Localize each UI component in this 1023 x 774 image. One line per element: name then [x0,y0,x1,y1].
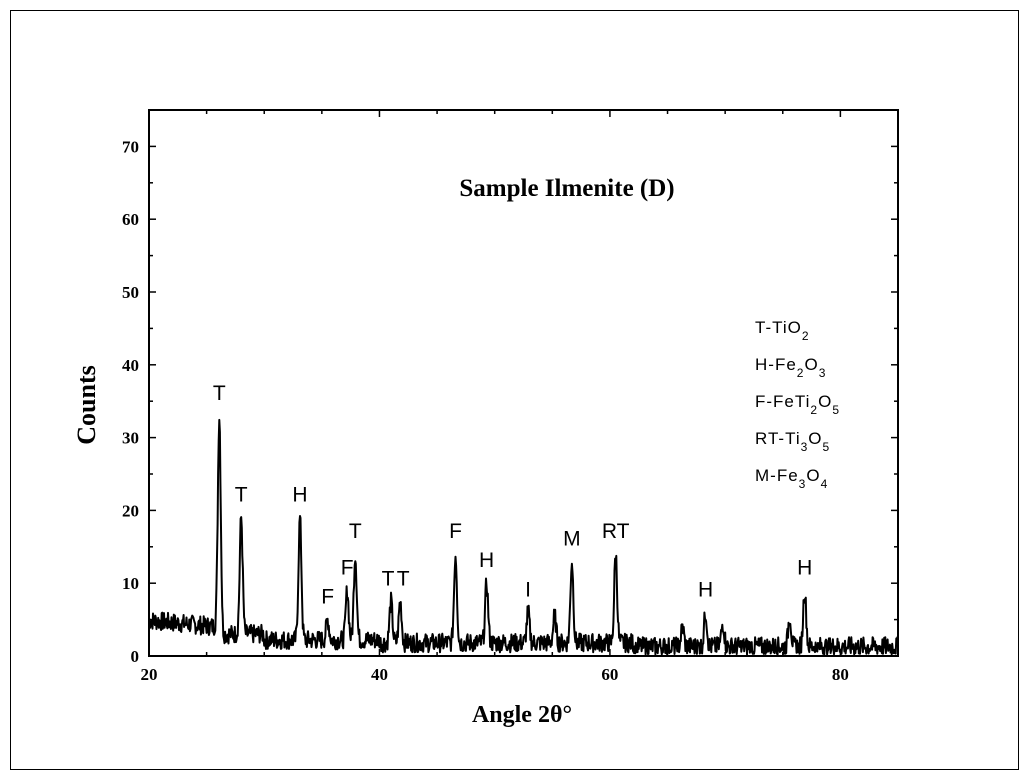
peak-label: H [797,556,812,579]
y-tick-label: 70 [122,137,139,156]
y-tick-label: 0 [131,647,140,666]
legend-entry: F-FeTi2O5 [755,392,840,417]
phase-legend: T-TiO2 H-Fe2O3 F-FeTi2O5 RT-Ti3O5 M-Fe3O4 [755,318,840,491]
y-tick-label: 40 [122,356,139,375]
x-tick-label: 60 [601,665,618,684]
y-tick-label: 10 [122,574,139,593]
x-axis-label: Angle 2θ° [472,702,572,728]
peak-label: T [397,567,410,590]
x-tick-label: 40 [371,665,388,684]
y-tick-label: 20 [122,501,139,520]
y-tick-label: 50 [122,283,139,302]
peak-label: H [479,549,494,572]
peak-label: T [349,520,362,543]
peak-label: RT [602,520,630,543]
legend-entry: RT-Ti3O5 [755,429,830,454]
peak-label: F [321,586,334,609]
legend-entry: M-Fe3O4 [755,466,828,491]
legend-entry: H-Fe2O3 [755,355,826,380]
plot-area-border [148,109,899,657]
x-tick-label: 80 [832,665,849,684]
chart-frame [10,10,1019,770]
peak-label: M [563,527,581,550]
chart-title: Sample Ilmenite (D) [459,175,674,202]
xrd-pattern-line [148,418,899,656]
peak-label: H [292,484,307,507]
x-tick-label: 20 [141,665,158,684]
peak-label: I [525,578,531,601]
peak-label: F [341,556,354,579]
y-tick-label: 60 [122,210,139,229]
y-tick-label: 30 [122,429,139,448]
y-axis-label: Counts [72,365,101,444]
peak-label: H [698,578,713,601]
peak-label: T [213,382,226,405]
peak-label: T [235,484,248,507]
peak-label: F [449,520,462,543]
legend-entry: T-TiO2 [755,318,810,343]
peak-label: T [382,567,395,590]
